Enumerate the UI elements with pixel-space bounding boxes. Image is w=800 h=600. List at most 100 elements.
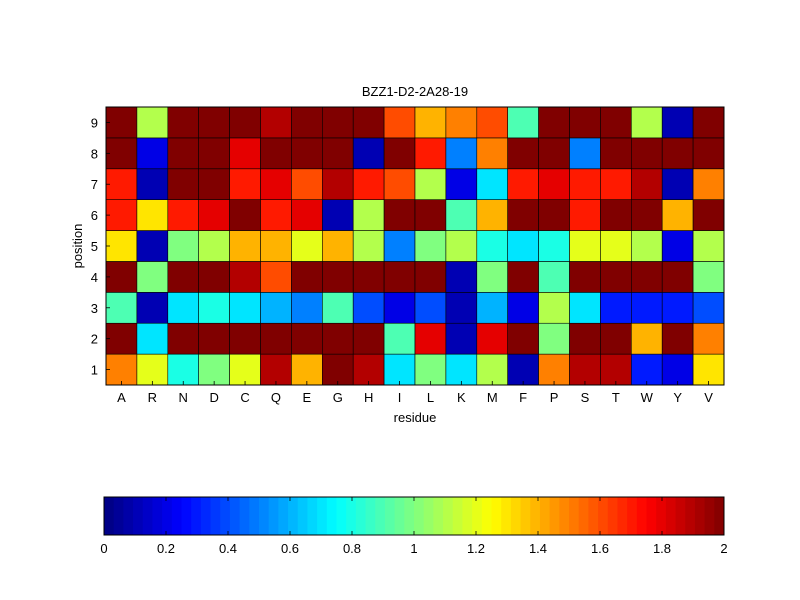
- heatmap-cell: [105, 230, 138, 262]
- heatmap-cell: [383, 292, 416, 324]
- heatmap-cell: [507, 199, 539, 231]
- x-tick-label: Y: [673, 390, 682, 405]
- heatmap-cell: [105, 261, 138, 293]
- heatmap-cell: [229, 168, 261, 200]
- heatmap-cell: [661, 199, 694, 231]
- heatmap-cell: [600, 322, 632, 355]
- heatmap-cell: [105, 353, 138, 386]
- heatmap-cell: [260, 137, 292, 170]
- colorbar-segment: [394, 497, 405, 535]
- colorbar-segment: [607, 497, 618, 535]
- heatmap-cell: [692, 353, 725, 386]
- heatmap-cells: [105, 106, 725, 386]
- y-axis-ticks: 1 2 3 4 5 6 7 8 9: [91, 115, 110, 378]
- colorbar-segment: [598, 497, 609, 535]
- x-tick-label: T: [612, 390, 620, 405]
- heatmap-cell: [538, 199, 570, 231]
- heatmap-cell: [198, 261, 230, 293]
- x-tick-label: P: [550, 390, 559, 405]
- heatmap-cell: [198, 353, 230, 386]
- heatmap-cell: [260, 353, 292, 386]
- heatmap-cell: [383, 261, 416, 293]
- heatmap-cell: [538, 322, 570, 355]
- colorbar-segment: [578, 497, 589, 535]
- heatmap-cell: [476, 106, 508, 139]
- heatmap-cell: [167, 230, 200, 262]
- heatmap-cell: [600, 261, 632, 293]
- colorbar-segment: [539, 497, 551, 535]
- heatmap-cell: [661, 230, 694, 262]
- heatmap-cell: [260, 292, 292, 324]
- heatmap-cell: [476, 199, 508, 231]
- heatmap-cell: [569, 353, 601, 386]
- heatmap-cell: [445, 353, 478, 386]
- heatmap-cell: [445, 261, 478, 293]
- heatmap-cell: [229, 137, 261, 170]
- heatmap-cell: [661, 353, 694, 386]
- heatmap-cell: [260, 261, 292, 293]
- heatmap-cell: [291, 137, 323, 170]
- heatmap-cell: [383, 199, 416, 231]
- heatmap-cell: [352, 322, 385, 355]
- heatmap-cell: [321, 106, 354, 139]
- colorbar-segment: [404, 497, 415, 535]
- heatmap-cell: [692, 199, 725, 231]
- heatmap-cell: [569, 292, 601, 324]
- colorbar-segment: [278, 497, 289, 535]
- heatmap-cell: [630, 353, 663, 386]
- x-axis-label: residue: [394, 410, 437, 425]
- heatmap-cell: [105, 292, 138, 324]
- heatmap-cell: [291, 292, 323, 324]
- colorbar-segment: [288, 497, 299, 535]
- heatmap-cell: [600, 137, 632, 170]
- heatmap-cell: [661, 322, 694, 355]
- colorbar-segment: [375, 497, 386, 535]
- colorbar-tick-label: 2: [720, 541, 727, 556]
- colorbar-segment: [317, 497, 328, 535]
- heatmap-cell: [198, 292, 230, 324]
- heatmap-cell: [383, 353, 416, 386]
- heatmap-cell: [507, 261, 539, 293]
- heatmap-cell: [630, 106, 663, 139]
- colorbar-segment: [326, 497, 337, 535]
- heatmap-cell: [136, 230, 169, 262]
- colorbar-segment: [191, 497, 202, 535]
- heatmap-cell: [321, 292, 354, 324]
- colorbar-segment: [549, 497, 560, 535]
- heatmap-cell: [630, 168, 663, 200]
- heatmap-cell: [630, 261, 663, 293]
- colorbar-tick-label: 1.8: [653, 541, 671, 556]
- colorbar-segment: [559, 497, 570, 535]
- heatmap-cell: [507, 168, 539, 200]
- heatmap-cell: [630, 292, 663, 324]
- x-tick-label: A: [117, 390, 126, 405]
- heatmap-cell: [569, 230, 601, 262]
- x-tick-label: E: [303, 390, 312, 405]
- heatmap-cell: [600, 106, 632, 139]
- heatmap-cell: [507, 137, 539, 170]
- chart-title: BZZ1-D2-2A28-19: [362, 84, 468, 99]
- heatmap-cell: [661, 106, 694, 139]
- colorbar-segment: [384, 497, 396, 535]
- colorbar-tick-label: 0.8: [343, 541, 361, 556]
- heatmap-cell: [538, 168, 570, 200]
- heatmap-cell: [167, 199, 200, 231]
- heatmap-cell: [600, 353, 632, 386]
- heatmap-cell: [136, 106, 169, 139]
- heatmap-cell: [352, 292, 385, 324]
- heatmap-cell: [167, 353, 200, 386]
- heatmap-cell: [229, 261, 261, 293]
- heatmap-cell: [291, 168, 323, 200]
- heatmap-cell: [569, 261, 601, 293]
- heatmap-cell: [445, 230, 478, 262]
- heatmap-cell: [600, 199, 632, 231]
- colorbar-segment: [239, 497, 250, 535]
- heatmap-cell: [414, 106, 447, 139]
- colorbar-segment: [181, 497, 192, 535]
- colorbar-segment: [491, 497, 502, 535]
- colorbar-ticks: 0 0.2 0.4 0.6 0.8 1 1.2 1.4 1.6 1.8 2: [100, 497, 728, 556]
- heatmap-cell: [167, 292, 200, 324]
- heatmap-cell: [136, 168, 169, 200]
- heatmap-cell: [198, 137, 230, 170]
- heatmap-cell: [569, 322, 601, 355]
